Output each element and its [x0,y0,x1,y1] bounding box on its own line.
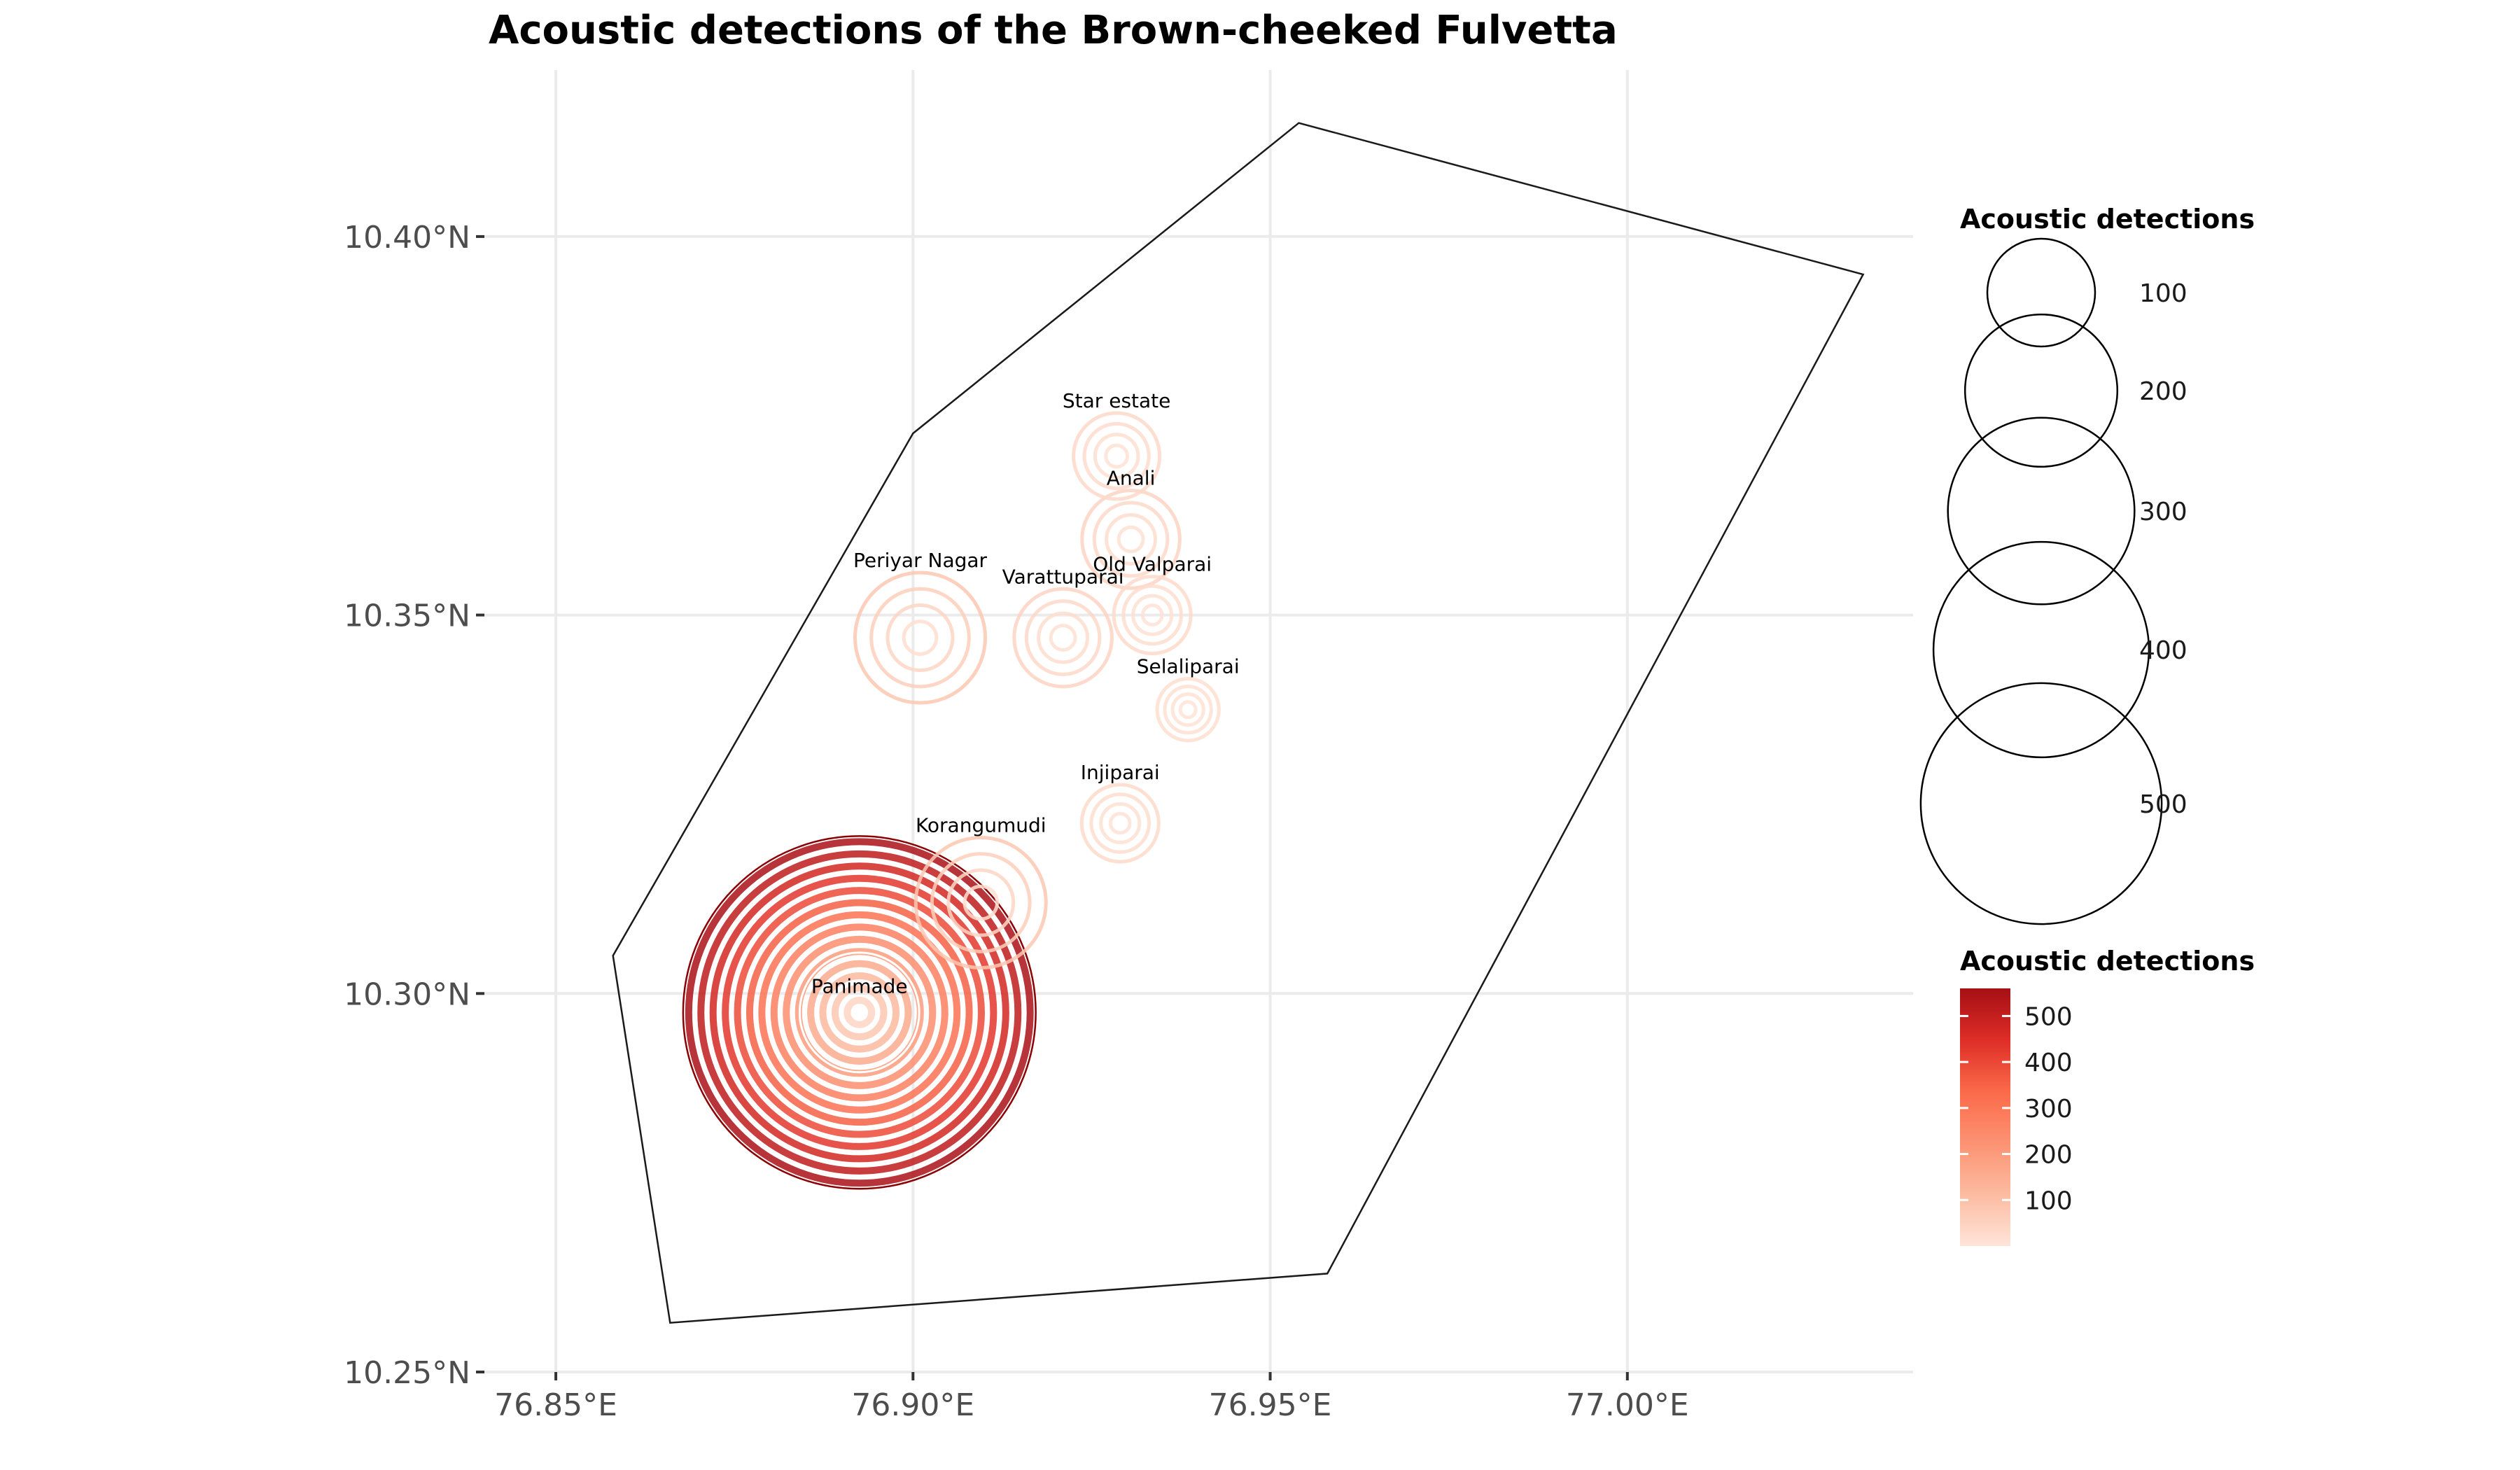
study-area-boundary [612,122,1865,1324]
point-periyar-nagar [853,570,988,705]
color-legend-bar [1960,988,2010,1246]
color-legend-label-4: 500 [2024,1002,2073,1031]
point-korangumudi [913,836,1048,970]
site-label-varattuparai: Varattuparai [1002,565,1124,588]
x-tick-label-2: 76.95°E [1209,1387,1332,1423]
site-label-periyar-nagar: Periyar Nagar [853,549,988,572]
size-legend-label-4: 500 [2139,790,2188,819]
size-legend-label-3: 400 [2139,636,2188,665]
point-selaliparai [1155,677,1221,743]
size-legend-circle-4 [1919,682,2163,925]
point-star-estate [1072,411,1162,501]
color-legend-label-3: 400 [2024,1049,2073,1077]
size-legend-title: Acoustic detections [1960,204,2255,234]
size-legend-circle-2 [1947,416,2136,606]
site-labels: Star estate Anali Old Valparai Periyar Naga… [811,389,1240,997]
color-legend-title: Acoustic detections [1960,946,2255,976]
site-label-old-valparai: Old Valparai [1093,553,1212,576]
x-tick-label-3: 77.00°E [1566,1387,1689,1423]
y-tick-label-3: 10.40°N [344,220,470,255]
color-legend-label-1: 200 [2024,1141,2073,1170]
color-legend: Acoustic detections 100 200 300 400 500 [1960,946,2255,1246]
point-old-valparai [1112,575,1193,656]
grid [484,70,1913,1373]
x-tick-label-1: 76.90°E [851,1387,974,1423]
site-label-panimade: Panimade [811,974,908,997]
size-legend-circle-0 [1986,237,2096,348]
point-injiparai [1079,783,1161,864]
size-legend-label-1: 200 [2139,377,2188,406]
site-label-korangumudi: Korangumudi [916,814,1046,837]
y-tick-label-2: 10.35°N [344,598,470,634]
detection-points [682,411,1221,1190]
size-legend-label-0: 100 [2139,279,2188,308]
color-legend-label-2: 300 [2024,1095,2073,1124]
boundary-polygon [612,122,1865,1324]
point-varattuparai [1012,587,1114,689]
size-legend-label-2: 300 [2139,498,2188,526]
size-legend: Acoustic detections 100 200 300 400 500 [1919,204,2255,925]
site-label-injiparai: Injiparai [1081,761,1160,784]
size-legend-circle-3 [1932,540,2150,759]
color-legend-label-0: 100 [2024,1186,2073,1215]
point-panimade [682,835,1037,1190]
y-tick-label-0: 10.25°N [344,1355,470,1391]
site-label-selaliparai: Selaliparai [1137,655,1240,678]
chart-title: Acoustic detections of the Brown-cheeked… [489,8,1618,53]
size-legend-circle-1 [1963,313,2119,468]
axes: 76.85°E 76.90°E 76.95°E 77.00°E 10.25°N 10.30… [344,220,1689,1423]
x-tick-label-0: 76.85°E [494,1387,617,1423]
y-tick-label-1: 10.30°N [344,976,470,1012]
site-label-anali: Anali [1107,467,1156,490]
point-anali [1080,489,1182,590]
site-label-star-estate: Star estate [1063,389,1170,412]
